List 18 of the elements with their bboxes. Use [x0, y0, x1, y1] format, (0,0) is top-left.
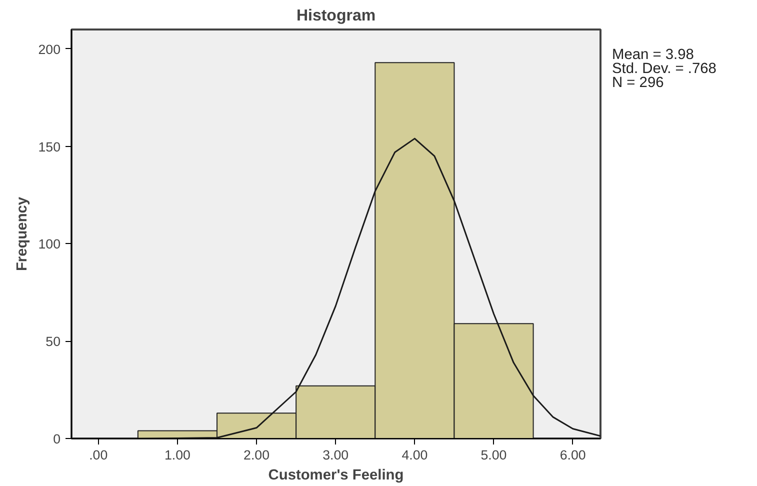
x-axis-title: Customer's Feeling	[268, 468, 404, 484]
y-tick-label: 0	[53, 432, 61, 446]
x-tick-label: 4.00	[402, 448, 428, 462]
x-tick-label: 1.00	[164, 448, 190, 462]
y-tick-label: 150	[38, 139, 61, 154]
x-tick-label: 3.00	[322, 448, 349, 462]
text: N = 296	[612, 75, 664, 91]
x-tick-label: 5.00	[480, 448, 507, 462]
text: Std. Dev. = .768	[612, 61, 716, 77]
x-tick-label: 6.00	[560, 448, 586, 462]
text: Mean = 3.98	[612, 47, 694, 63]
y-axis-title: Frequency	[14, 196, 30, 272]
y-tick-label: 50	[46, 334, 61, 350]
y-tick-label: 100	[38, 236, 61, 252]
y-tick-label: 200	[38, 42, 61, 57]
x-tick-label: 2.00	[244, 448, 270, 462]
chart-title: Histogram	[296, 8, 376, 24]
x-tick-label: .00	[89, 448, 108, 462]
